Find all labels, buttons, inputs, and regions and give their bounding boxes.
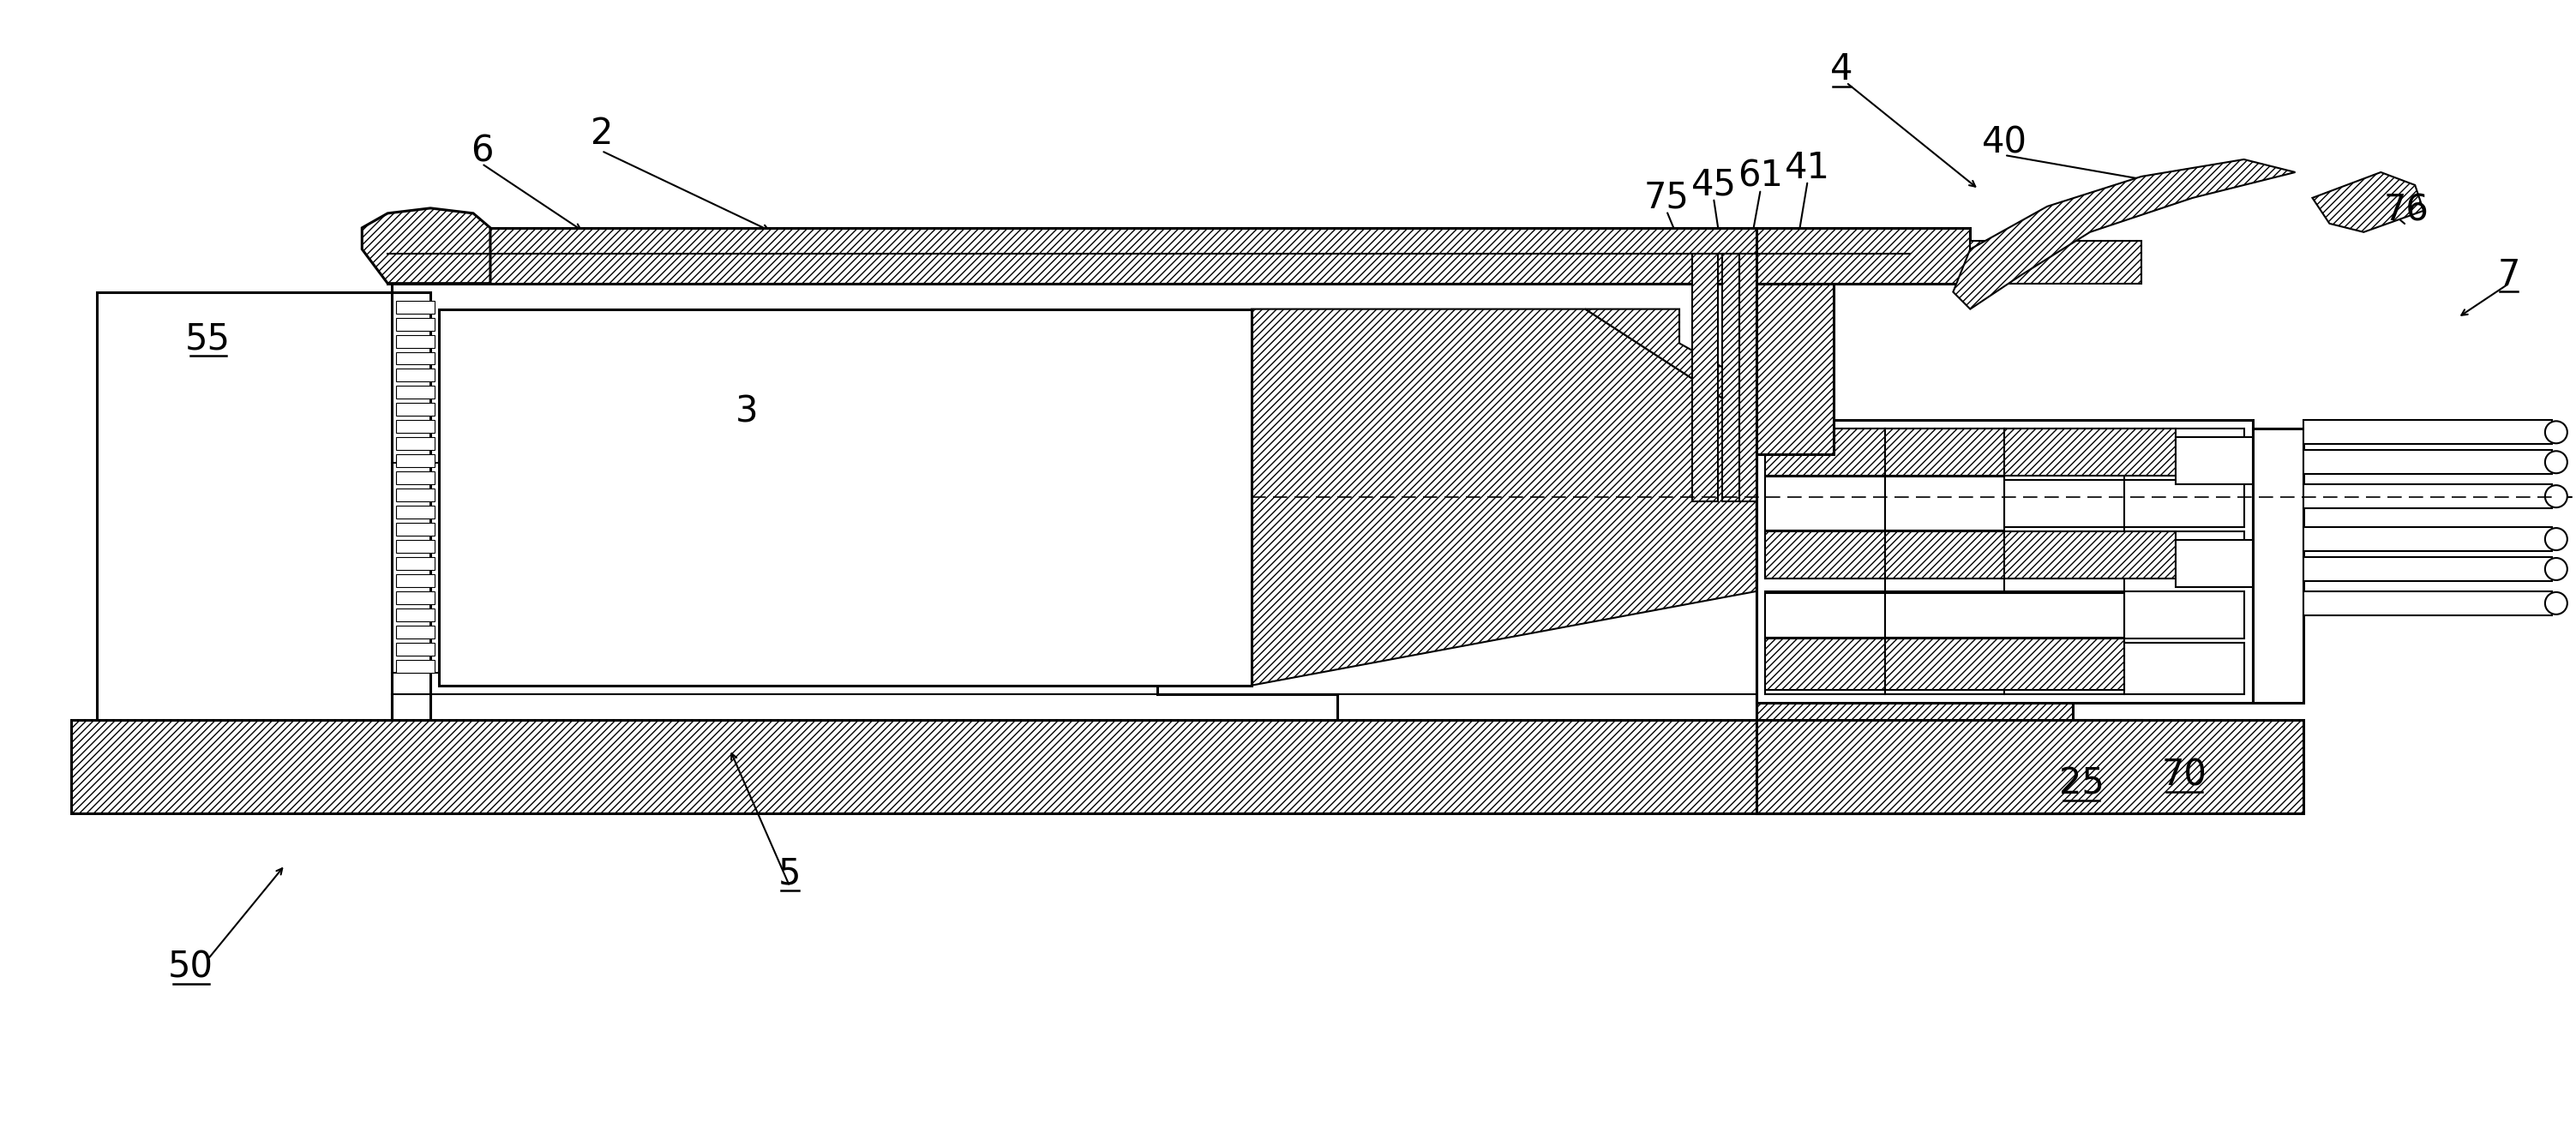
Bar [397,489,435,501]
Circle shape [2545,421,2568,443]
Bar [397,557,435,569]
Text: 45: 45 [1690,167,1736,203]
Text: 61: 61 [1739,158,1783,195]
Bar [397,352,435,364]
Bar [2303,420,2553,444]
Bar [1886,593,2125,638]
Text: 2: 2 [590,115,613,151]
Bar [397,642,435,656]
Text: 76: 76 [2383,193,2429,229]
Bar [397,335,435,348]
Text: 3: 3 [737,393,757,429]
Bar [1886,531,2004,578]
Bar [2303,527,2553,552]
Bar [397,369,435,382]
Bar [397,300,435,314]
Bar [1765,531,2244,578]
Bar [1886,476,2004,530]
Bar [1739,253,1757,501]
Bar [2303,451,2553,474]
Bar [1765,642,2244,694]
Bar [397,574,435,587]
Bar [98,291,430,720]
Bar [1723,253,1739,501]
Polygon shape [1252,309,1757,685]
Bar [1692,253,1718,501]
Bar [1765,476,1886,530]
Bar [1886,429,2004,475]
Text: 75: 75 [1643,179,1690,216]
Polygon shape [1953,159,2295,309]
Bar [1757,420,2251,703]
Polygon shape [1584,309,1757,420]
Bar [397,659,435,673]
Circle shape [2545,528,2568,550]
Bar [1765,429,2244,475]
Text: 4: 4 [1832,52,1852,87]
Bar [2251,429,2303,703]
Bar [1765,591,2244,638]
Circle shape [2545,485,2568,508]
Bar [397,386,435,399]
Bar [397,472,435,484]
Circle shape [2545,451,2568,473]
Text: 5: 5 [778,855,801,891]
Bar [1765,593,1886,638]
Text: 55: 55 [185,321,232,356]
Text: 41: 41 [1785,150,1832,186]
Bar [386,228,1911,284]
Bar [438,309,1252,685]
Bar [1757,284,1834,454]
Bar [2303,591,2553,615]
Bar [397,506,435,519]
Bar [2004,429,2177,475]
Polygon shape [363,209,489,284]
Bar [397,317,435,331]
Bar [72,720,2141,814]
Bar [1971,241,2141,284]
Bar [1757,694,2074,814]
Bar [1757,228,1971,284]
Bar [2303,557,2553,581]
Bar [2177,437,2251,484]
Text: 40: 40 [1981,124,2027,160]
Text: 70: 70 [2161,757,2208,794]
Text: 6: 6 [471,133,492,169]
Text: 7: 7 [2499,257,2519,293]
Bar [397,540,435,553]
Circle shape [2545,558,2568,581]
Bar [397,420,435,433]
Bar [2004,531,2177,578]
Bar [397,437,435,451]
Bar [1757,720,2303,814]
Bar [1886,638,2125,689]
Bar [397,626,435,638]
Bar [397,454,435,467]
Bar [2177,540,2251,587]
Bar [1765,638,1886,689]
Bar [1765,429,1886,475]
Bar [397,591,435,604]
Bar [2303,484,2553,508]
Bar [1765,480,2244,527]
Text: 25: 25 [2058,766,2105,802]
Bar [397,522,435,536]
Polygon shape [2313,173,2424,232]
Bar [397,404,435,416]
Circle shape [2545,592,2568,614]
Bar [397,609,435,621]
Text: 50: 50 [167,949,214,985]
Bar [1765,531,1886,578]
